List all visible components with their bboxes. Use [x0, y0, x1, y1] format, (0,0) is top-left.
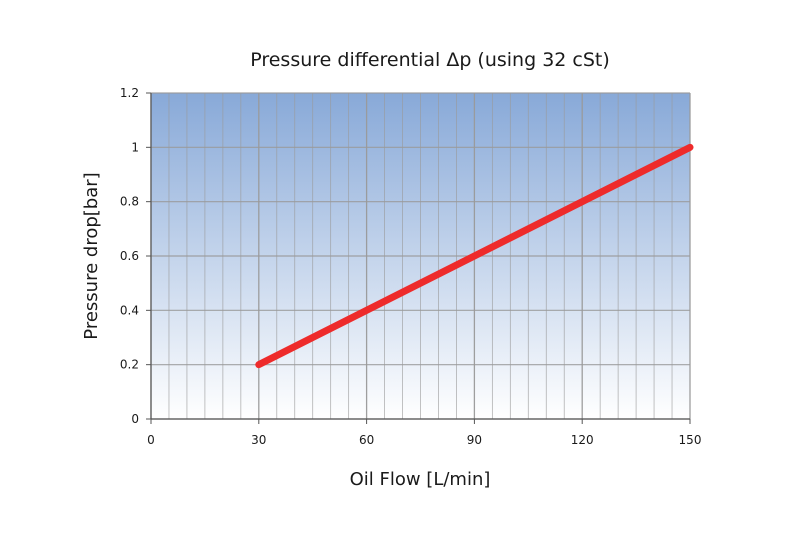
- x-tick-label: 90: [467, 433, 482, 447]
- x-tick-label: 0: [147, 433, 155, 447]
- grid-lines: [150, 92, 691, 420]
- x-tick-label: 120: [571, 433, 594, 447]
- y-tick-labels: 0 0.2 0.4 0.6 0.8 1 1.2: [120, 86, 151, 426]
- y-tick-label: 1: [131, 140, 139, 154]
- x-tick-label: 150: [679, 433, 702, 447]
- y-tick-label: 0.2: [120, 358, 139, 372]
- x-tick-labels: 0 30 60 90 120 150: [147, 419, 701, 447]
- y-tick-label: 0.6: [120, 249, 139, 263]
- series-line: [255, 143, 694, 369]
- y-axis-label: Pressure drop[bar]: [81, 172, 102, 339]
- x-tick-label: 30: [251, 433, 266, 447]
- y-tick-label: 0: [131, 412, 139, 426]
- chart-title: Pressure differential Δp (using 32 cSt): [250, 49, 610, 71]
- x-axis-label: Oil Flow [L/min]: [350, 469, 491, 490]
- y-tick-label: 1.2: [120, 86, 139, 100]
- series-layer: [255, 143, 694, 369]
- x-tick-label: 60: [359, 433, 374, 447]
- y-tick-label: 0.8: [120, 195, 139, 209]
- y-tick-label: 0.4: [120, 303, 139, 317]
